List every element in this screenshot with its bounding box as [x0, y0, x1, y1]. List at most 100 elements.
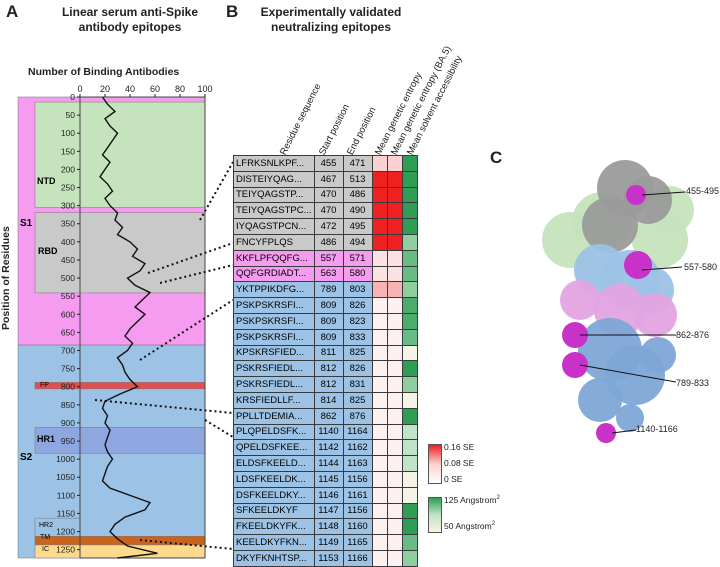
- start-position-cell: 812: [313, 376, 344, 393]
- end-position-cell: 876: [342, 407, 373, 425]
- y-tick-label: 250: [61, 183, 75, 193]
- start-position-cell: 812: [313, 360, 344, 378]
- table-row: KEELDKYFKN... 1149 1165: [233, 534, 418, 551]
- entropy-cell: [371, 534, 388, 551]
- start-position-cell: 809: [313, 297, 344, 314]
- domain-band-hr1: [34, 427, 206, 454]
- entropy-ba5-cell: [386, 328, 403, 346]
- table-row: DKYFKNHTSP... 1153 1166: [233, 549, 418, 567]
- table-row: IYQAGSTPCN... 472 495: [233, 218, 418, 235]
- table-row: KPSKRSFIED... 811 825: [233, 344, 418, 362]
- entropy-ba5-cell: [386, 344, 403, 362]
- protein-blob: [640, 337, 676, 373]
- entropy-ba5-cell: [386, 470, 403, 488]
- y-tick-label: 400: [61, 237, 75, 247]
- residue-sequence-cell: DISTEIYQAG...: [233, 170, 315, 188]
- accessibility-cell: [401, 312, 418, 330]
- y-tick-label: 850: [61, 400, 75, 410]
- residue-sequence-cell: QPELDSFKEE...: [233, 439, 315, 457]
- label-leader-line: [641, 266, 683, 271]
- start-position-cell: 811: [313, 344, 344, 362]
- table-row: PPLLTDEMIA... 862 876: [233, 407, 418, 425]
- end-position-cell: 495: [342, 218, 373, 235]
- x-tick-label: 80: [175, 84, 185, 94]
- panel-c-letter: C: [490, 148, 503, 167]
- y-tick-label: 950: [61, 436, 75, 446]
- panel-b-letter: B: [226, 2, 239, 21]
- epitope-highlight: [624, 251, 652, 279]
- y-tick-label: 100: [61, 128, 75, 138]
- residue-sequence-cell: KEELDKYFKN...: [233, 534, 315, 551]
- entropy-ba5-cell: [386, 439, 403, 457]
- y-tick-label: 500: [61, 273, 75, 283]
- residue-sequence-cell: QQFGRDIADT...: [233, 265, 315, 283]
- panel-a-letter: A: [6, 2, 19, 21]
- table-row: LDSFKEELDK... 1145 1156: [233, 470, 418, 488]
- residue-sequence-cell: PSKPSKRSFI...: [233, 328, 315, 346]
- entropy-cell: [371, 455, 388, 472]
- start-position-cell: 809: [313, 312, 344, 330]
- protein-blob: [578, 378, 622, 422]
- residue-sequence-cell: DSFKEELDKY...: [233, 486, 315, 504]
- entropy-legend-mid: 0.08 SE: [444, 458, 475, 468]
- accessibility-cell: [401, 265, 418, 283]
- entropy-cell: [371, 439, 388, 457]
- domain-label-ntd: NTD: [37, 176, 56, 186]
- end-position-cell: 490: [342, 202, 373, 220]
- entropy-ba5-cell: [386, 155, 403, 172]
- entropy-ba5-cell: [386, 534, 403, 551]
- residue-sequence-cell: KRSFIEDLLF...: [233, 391, 315, 409]
- table-row: YKTPPIKDFG... 789 803: [233, 281, 418, 299]
- entropy-cell: [371, 502, 388, 520]
- entropy-cell: [371, 549, 388, 567]
- y-tick-label: 1000: [56, 454, 75, 464]
- entropy-cell: [371, 265, 388, 283]
- y-tick-label: 1050: [56, 472, 75, 482]
- end-position-cell: 1156: [342, 502, 373, 520]
- entropy-cell: [371, 328, 388, 346]
- entropy-ba5-cell: [386, 518, 403, 536]
- entropy-cell: [371, 360, 388, 378]
- entropy-ba5-cell: [386, 265, 403, 283]
- accessibility-legend-high: 125 Angstrom2: [444, 495, 500, 505]
- entropy-ba5-cell: [386, 202, 403, 220]
- entropy-cell: [371, 344, 388, 362]
- plot-frame: [79, 96, 206, 559]
- y-tick-label: 800: [61, 382, 75, 392]
- residue-sequence-cell: FNCYFPLQS: [233, 233, 315, 251]
- entropy-ba5-cell: [386, 376, 403, 393]
- end-position-cell: 1160: [342, 518, 373, 536]
- start-position-cell: 814: [313, 391, 344, 409]
- entropy-cell: [371, 376, 388, 393]
- table-row: QQFGRDIADT... 563 580: [233, 265, 418, 283]
- start-position-cell: 455: [313, 155, 344, 172]
- y-tick-label: 750: [61, 364, 75, 374]
- accessibility-cell: [401, 470, 418, 488]
- table-row: PLQPELDSFK... 1140 1164: [233, 423, 418, 441]
- region-label-455-495: 455-495: [686, 186, 720, 196]
- residue-sequence-cell: TEIYQAGSTP...: [233, 186, 315, 204]
- accessibility-cell: [401, 376, 418, 393]
- end-position-cell: 1165: [342, 534, 373, 551]
- start-position-cell: 789: [313, 281, 344, 299]
- entropy-ba5-cell: [386, 312, 403, 330]
- connector-line: [204, 419, 234, 438]
- start-position-cell: 862: [313, 407, 344, 425]
- y-tick-label: 150: [61, 146, 75, 156]
- start-position-cell: 809: [313, 328, 344, 346]
- residue-sequence-cell: KPSKRSFIED...: [233, 344, 315, 362]
- table-row: SFKEELDKYF 1147 1156: [233, 502, 418, 520]
- table-row: DISTEIYQAG... 467 513: [233, 170, 418, 188]
- domain-label-hr2: HR2: [39, 522, 54, 529]
- connector-line: [94, 399, 234, 414]
- panel-b-title-line1: Experimentally validated: [260, 5, 402, 19]
- y-tick-label: 1100: [57, 490, 76, 500]
- entropy-cell: [371, 202, 388, 220]
- panel-b-title-line2: neutralizing epitopes: [270, 20, 391, 34]
- y-tick-label: 200: [61, 164, 75, 174]
- epitope-highlight: [596, 423, 616, 443]
- table-row: FKEELDKYFK... 1148 1160: [233, 518, 418, 536]
- domain-label-ic: IC: [42, 546, 49, 553]
- y-tick-label: 700: [61, 345, 75, 355]
- residue-sequence-cell: KKFLPFQQFG...: [233, 249, 315, 267]
